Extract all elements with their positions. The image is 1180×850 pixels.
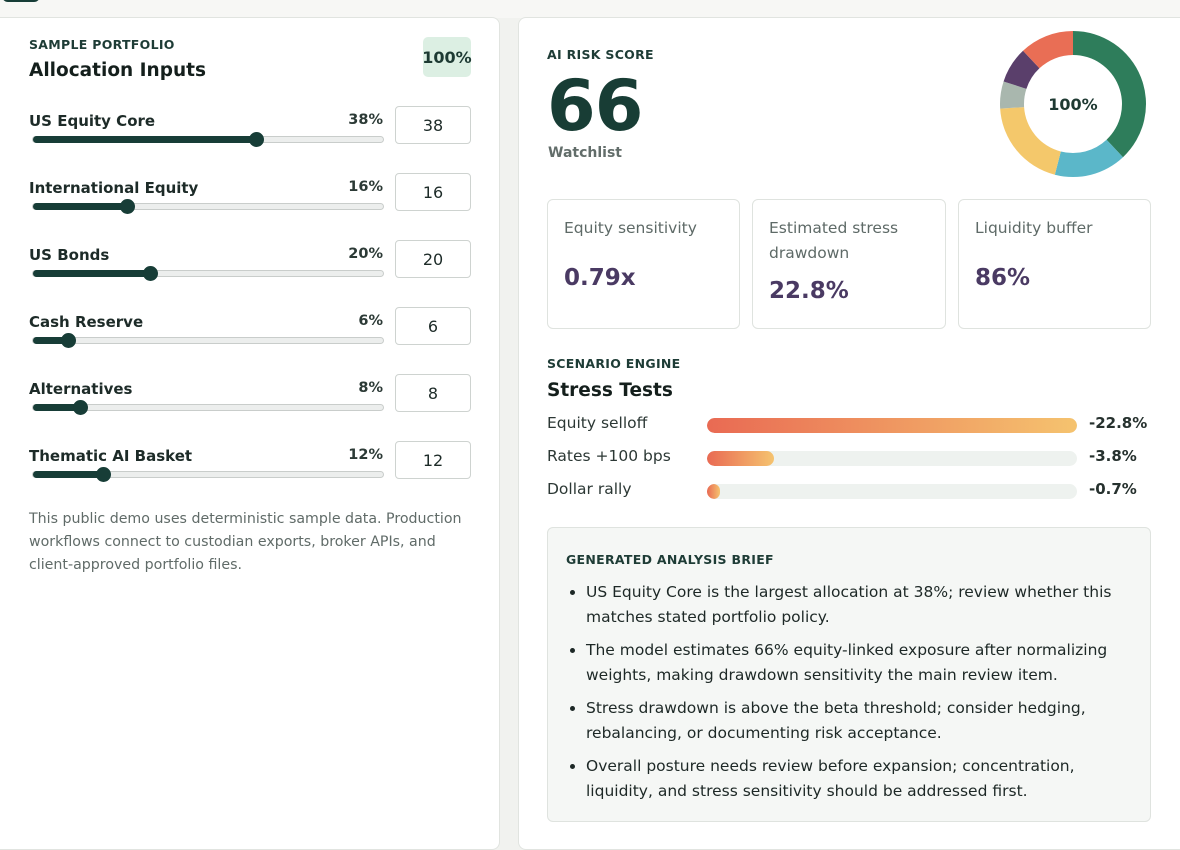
allocation-percent: 16% [348,179,383,195]
allocation-slider[interactable] [32,266,384,281]
allocation-row: Thematic AI Basket 12% [29,441,471,507]
portfolio-eyebrow: SAMPLE PORTFOLIO [29,37,175,52]
allocation-row: Alternatives 8% [29,374,471,440]
allocation-row: US Equity Core 38% [29,106,471,172]
stress-label: Dollar rally [547,480,632,498]
risk-eyebrow: AI RISK SCORE [547,47,654,62]
stress-bar [707,484,1077,499]
stress-label: Rates +100 bps [547,447,671,465]
metric-stress-drawdown: Estimated stress drawdown 22.8% [752,199,946,329]
allocation-percent: 8% [358,380,383,396]
metric-value: 22.8% [769,278,849,304]
brief-list: US Equity Core is the largest allocation… [586,580,1136,812]
allocation-label: International Equity [29,179,199,197]
metric-label: Estimated stress drawdown [769,219,899,262]
slider-fill [33,270,151,277]
allocation-slider[interactable] [32,467,384,482]
donut-segment [1000,81,1027,109]
allocation-percent: 12% [348,447,383,463]
allocation-slider[interactable] [32,132,384,147]
stress-bar-fill [707,484,720,499]
donut-segment [1000,107,1061,175]
allocation-percent: 38% [348,112,383,128]
stress-eyebrow: SCENARIO ENGINE [547,356,681,371]
demo-note: This public demo uses deterministic samp… [29,511,462,573]
analysis-brief: GENERATED ANALYSIS BRIEF US Equity Core … [547,527,1151,822]
stress-value: -3.8% [1089,447,1137,465]
allocation-donut [1000,31,1146,177]
allocation-slider[interactable] [32,199,384,214]
metric-value: 0.79x [564,265,636,291]
slider-fill [33,471,104,478]
allocation-input[interactable] [395,106,471,144]
allocation-label: Thematic AI Basket [29,447,193,465]
slider-thumb[interactable] [248,132,264,147]
allocation-percent: 20% [348,246,383,262]
slider-thumb[interactable] [119,199,135,214]
allocation-input[interactable] [395,307,471,345]
stress-value: -22.8% [1089,414,1148,432]
allocation-percent: 6% [358,313,383,329]
stress-value: -0.7% [1089,480,1137,498]
metric-label: Equity sensitivity [564,219,697,237]
donut-segment [1003,50,1040,89]
donut-center-label: 100% [1048,94,1098,114]
brief-item: The model estimates 66% equity-linked ex… [586,638,1136,688]
metric-liquidity-buffer: Liquidity buffer 86% [958,199,1151,329]
total-badge: 100% [422,37,472,77]
allocation-input[interactable] [395,374,471,412]
nav-tab-fragment[interactable] [2,0,40,2]
allocation-input[interactable] [395,240,471,278]
allocation-slider[interactable] [32,400,384,415]
stress-title: Stress Tests [547,380,673,401]
allocation-label: Alternatives [29,380,133,398]
stress-row: Rates +100 bps -3.8% [547,447,1157,469]
allocation-slider[interactable] [32,333,384,348]
allocation-label: US Bonds [29,246,110,264]
metric-equity-sensitivity: Equity sensitivity 0.79x [547,199,740,329]
allocation-input[interactable] [395,441,471,479]
top-bar [0,0,1180,18]
brief-item: Overall posture needs review before expa… [586,754,1136,804]
brief-item: US Equity Core is the largest allocation… [586,580,1136,630]
allocation-label: US Equity Core [29,112,156,130]
allocation-row: US Bonds 20% [29,240,471,306]
stress-bar [707,451,1077,466]
stress-label: Equity selloff [547,414,648,432]
donut-segment [1023,31,1073,69]
slider-fill [33,136,256,143]
allocation-row: Cash Reserve 6% [29,307,471,373]
stress-bar-fill [707,418,1077,433]
slider-thumb[interactable] [96,467,112,482]
slider-thumb[interactable] [61,333,77,348]
brief-title: GENERATED ANALYSIS BRIEF [566,552,774,567]
slider-thumb[interactable] [143,266,159,281]
slider-fill [33,404,80,411]
allocation-row: International Equity 16% [29,173,471,239]
metric-value: 86% [975,265,1031,291]
slider-fill [33,337,69,344]
donut-segment [1073,31,1146,158]
allocation-title: Allocation Inputs [29,60,206,81]
allocation-panel: SAMPLE PORTFOLIO Allocation Inputs 100% … [0,17,500,850]
risk-status: Watchlist [548,145,622,161]
donut-segment [1054,139,1123,177]
metric-label: Liquidity buffer [975,219,1093,237]
stress-row: Dollar rally -0.7% [547,480,1157,502]
slider-thumb[interactable] [72,400,88,415]
allocation-label: Cash Reserve [29,313,144,331]
stress-row: Equity selloff -22.8% [547,414,1157,436]
brief-item: Stress drawdown is above the beta thresh… [586,696,1136,746]
stress-bar [707,418,1077,433]
stress-bar-fill [707,451,774,466]
slider-fill [33,203,127,210]
allocation-input[interactable] [395,173,471,211]
risk-panel: AI RISK SCORE 66 Watchlist 100% Equity s… [518,17,1180,850]
risk-score: 66 [547,65,643,147]
